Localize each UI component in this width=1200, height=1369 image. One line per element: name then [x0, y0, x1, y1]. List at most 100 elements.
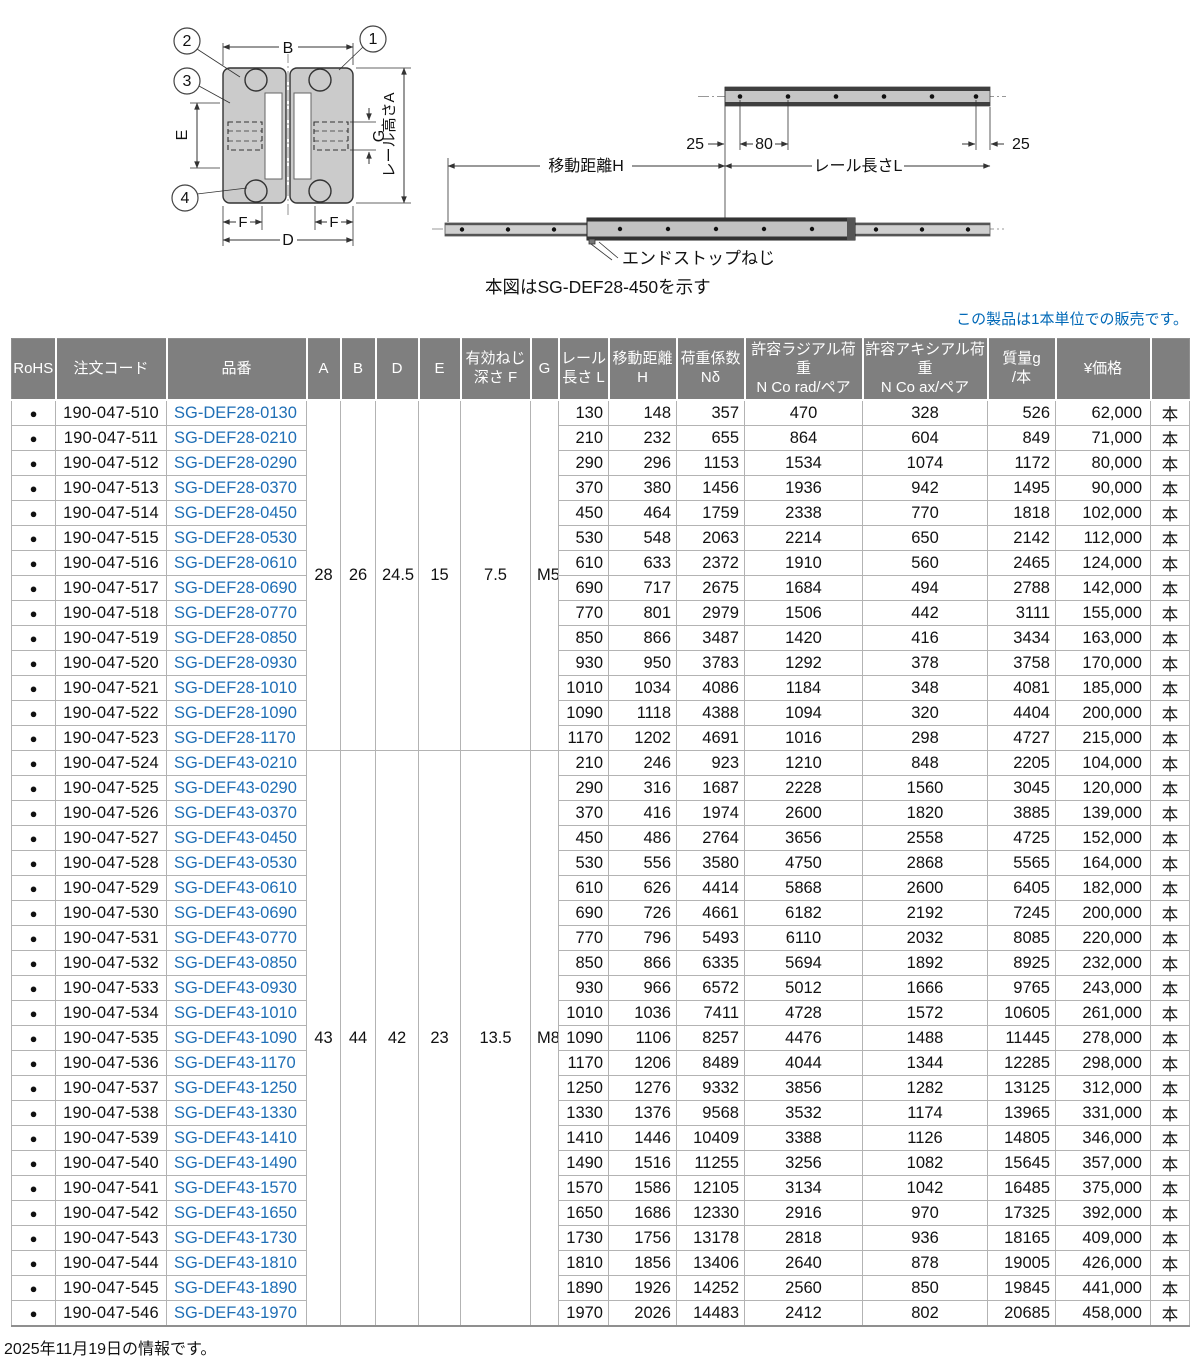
unit-cell: 本: [1150, 1225, 1190, 1252]
part-number-link[interactable]: SG-DEF43-1810: [166, 1250, 307, 1277]
part-number-link[interactable]: SG-DEF43-0210: [166, 750, 307, 777]
rail-length-cell: 530: [558, 850, 609, 877]
part-number-link[interactable]: SG-DEF43-1090: [166, 1025, 307, 1052]
price-cell: 458,000: [1055, 1300, 1151, 1327]
part-number-link[interactable]: SG-DEF28-0930: [166, 650, 307, 677]
travel-cell: 556: [608, 850, 677, 877]
price-cell: 139,000: [1055, 800, 1151, 827]
rohs-mark: ●: [11, 500, 56, 527]
part-number-link[interactable]: SG-DEF43-0290: [166, 775, 307, 802]
dim-label-rail-height-A: レール高さA: [381, 92, 398, 177]
order-code-cell: 190-047-546: [55, 1300, 167, 1327]
unit-cell: 本: [1150, 950, 1190, 977]
rohs-mark: ●: [11, 600, 56, 627]
col-header-rad: 許容ラジアル荷重 N Co rad/ペア: [743, 338, 864, 402]
order-code-cell: 190-047-538: [55, 1100, 167, 1127]
axial-load-cell: 1126: [862, 1125, 988, 1152]
part-number-link[interactable]: SG-DEF43-0450: [166, 825, 307, 852]
part-number-link[interactable]: SG-DEF43-1170: [166, 1050, 307, 1077]
part-number-link[interactable]: SG-DEF43-1330: [166, 1100, 307, 1127]
axial-load-cell: 2192: [862, 900, 988, 927]
part-number-link[interactable]: SG-DEF43-1410: [166, 1125, 307, 1152]
col-header-code: 注文コード: [54, 338, 168, 402]
radial-load-cell: 3856: [744, 1075, 863, 1102]
load-factor-cell: 9332: [676, 1075, 745, 1102]
part-number-link[interactable]: SG-DEF28-0130: [166, 399, 307, 427]
unit-cell: 本: [1150, 750, 1190, 777]
mass-cell: 18165: [987, 1225, 1056, 1252]
axial-load-cell: 2600: [862, 875, 988, 902]
part-number-link[interactable]: SG-DEF28-1170: [166, 725, 307, 752]
part-number-link[interactable]: SG-DEF43-0610: [166, 875, 307, 902]
part-number-link[interactable]: SG-DEF43-0930: [166, 975, 307, 1002]
axial-load-cell: 1174: [862, 1100, 988, 1127]
part-number-link[interactable]: SG-DEF28-0450: [166, 500, 307, 527]
travel-cell: 1034: [608, 675, 677, 702]
order-code-cell: 190-047-533: [55, 975, 167, 1002]
part-number-link[interactable]: SG-DEF28-0370: [166, 475, 307, 502]
part-number-link[interactable]: SG-DEF28-1010: [166, 675, 307, 702]
part-number-link[interactable]: SG-DEF43-1650: [166, 1200, 307, 1227]
rail-length-cell: 130: [558, 399, 609, 427]
part-number-link[interactable]: SG-DEF43-1890: [166, 1275, 307, 1302]
part-number-link[interactable]: SG-DEF28-0690: [166, 575, 307, 602]
part-number-link[interactable]: SG-DEF43-1010: [166, 1000, 307, 1027]
balloon-1: [359, 25, 387, 53]
radial-load-cell: 3256: [744, 1150, 863, 1177]
rail-length-cell: 610: [558, 550, 609, 577]
order-code-cell: 190-047-521: [55, 675, 167, 702]
radial-load-cell: 1016: [744, 725, 863, 752]
price-cell: 185,000: [1055, 675, 1151, 702]
travel-cell: 464: [608, 500, 677, 527]
load-factor-cell: 10409: [676, 1125, 745, 1152]
rohs-mark: ●: [11, 1100, 56, 1127]
mass-cell: 2205: [987, 750, 1056, 777]
part-number-link[interactable]: SG-DEF43-0370: [166, 800, 307, 827]
mass-cell: 13965: [987, 1100, 1056, 1127]
mass-cell: 19005: [987, 1250, 1056, 1277]
part-number-link[interactable]: SG-DEF43-1490: [166, 1150, 307, 1177]
table-row: ● 190-047-535 SG-DEF43-1090 1090 1106 8257 447…: [11, 1025, 1190, 1052]
order-code-cell: 190-047-517: [55, 575, 167, 602]
part-number-link[interactable]: SG-DEF43-0530: [166, 850, 307, 877]
part-number-link[interactable]: SG-DEF43-1250: [166, 1075, 307, 1102]
part-number-link[interactable]: SG-DEF43-0850: [166, 950, 307, 977]
part-number-link[interactable]: SG-DEF43-0770: [166, 925, 307, 952]
mass-cell: 1172: [987, 450, 1056, 477]
part-number-link[interactable]: SG-DEF43-0690: [166, 900, 307, 927]
dim-label-F-right: F: [329, 214, 338, 231]
radial-load-cell: 4728: [744, 1000, 863, 1027]
radial-load-cell: 3532: [744, 1100, 863, 1127]
part-number-link[interactable]: SG-DEF28-0850: [166, 625, 307, 652]
part-number-link[interactable]: SG-DEF28-0290: [166, 450, 307, 477]
part-number-link[interactable]: SG-DEF28-0610: [166, 550, 307, 577]
unit-cell: 本: [1150, 775, 1190, 802]
part-number-link[interactable]: SG-DEF43-1970: [166, 1300, 307, 1327]
load-factor-cell: 3487: [676, 625, 745, 652]
mass-cell: 6405: [987, 875, 1056, 902]
part-number-link[interactable]: SG-DEF43-1570: [166, 1175, 307, 1202]
price-cell: 312,000: [1055, 1075, 1151, 1102]
load-factor-cell: 1974: [676, 800, 745, 827]
rail-length-cell: 530: [558, 525, 609, 552]
rohs-mark: ●: [11, 550, 56, 577]
part-number-link[interactable]: SG-DEF28-0530: [166, 525, 307, 552]
table-row: ● 190-047-513 SG-DEF28-0370 370 380 1456 1936 9…: [11, 475, 1190, 502]
travel-cell: 633: [608, 550, 677, 577]
load-factor-cell: 8489: [676, 1050, 745, 1077]
axial-load-cell: 848: [862, 750, 988, 777]
dim-label-D: D: [282, 232, 294, 249]
col-header-Nd: 荷重係数 Nδ: [675, 338, 746, 402]
radial-load-cell: 5694: [744, 950, 863, 977]
table-row: ● 190-047-545 SG-DEF43-1890 1890 1926 14252 25…: [11, 1275, 1190, 1302]
part-number-link[interactable]: SG-DEF28-0210: [166, 425, 307, 452]
part-number-link[interactable]: SG-DEF43-1730: [166, 1225, 307, 1252]
table-row: ● 190-047-525 SG-DEF43-0290 290 316 1687 2228 1…: [11, 775, 1190, 802]
mass-cell: 2142: [987, 525, 1056, 552]
price-cell: 80,000: [1055, 450, 1151, 477]
radial-load-cell: 3656: [744, 825, 863, 852]
part-number-link[interactable]: SG-DEF28-1090: [166, 700, 307, 727]
part-number-link[interactable]: SG-DEF28-0770: [166, 600, 307, 627]
table-row: ● 190-047-524 SG-DEF43-0210 43 44 42 23 13.5 M8 2…: [11, 750, 1190, 1327]
price-cell: 104,000: [1055, 750, 1151, 777]
